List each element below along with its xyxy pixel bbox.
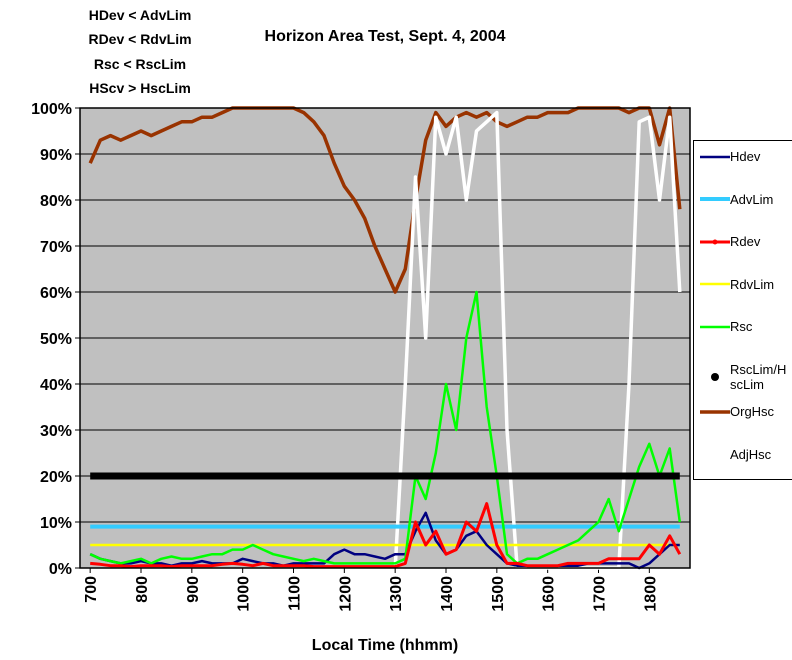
- legend-swatch: [700, 197, 730, 201]
- annotation: HScv > HscLim: [89, 80, 191, 96]
- legend-item: RscLim/HscLim: [700, 362, 790, 392]
- y-tick-label: 10%: [40, 515, 72, 532]
- legend-swatch: [711, 372, 719, 381]
- legend-label: Hdev: [730, 149, 761, 164]
- legend-item: AdjHsc: [700, 447, 790, 462]
- x-tick-label: 1500: [490, 576, 507, 612]
- y-tick-label: 60%: [40, 285, 72, 302]
- y-tick-label: 30%: [40, 423, 72, 440]
- legend-swatch: [700, 239, 730, 244]
- legend-label: RscLim/HscLim: [730, 361, 787, 392]
- legend-swatch: [700, 155, 730, 158]
- legend-item: Hdev: [700, 149, 790, 164]
- legend-label: AdjHsc: [730, 446, 772, 462]
- x-tick-label: 1000: [236, 576, 253, 612]
- legend-swatch: [700, 452, 730, 456]
- chart-title: Horizon Area Test, Sept. 4, 2004: [265, 28, 506, 45]
- y-tick-label: 20%: [40, 469, 72, 486]
- y-tick-label: 90%: [40, 147, 72, 164]
- y-tick-label: 70%: [40, 239, 72, 256]
- series-line: [89, 290, 682, 565]
- legend-label: Rdev: [730, 234, 761, 249]
- series-line: [89, 511, 680, 570]
- y-tick-label: 50%: [40, 331, 72, 348]
- legend-marker: [711, 372, 719, 381]
- legend-swatch: [700, 325, 730, 328]
- legend-swatch: [700, 282, 730, 286]
- y-tick-label: 40%: [40, 377, 72, 394]
- x-tick-label: 1200: [337, 576, 354, 612]
- annotation: RDev < RdvLim: [88, 31, 191, 47]
- x-tick-label: 1300: [388, 576, 405, 612]
- plot-border: [79, 107, 691, 569]
- legend-marker: [712, 239, 718, 244]
- legend-item: Rdev: [700, 234, 790, 249]
- legend-label: OrgHsc: [730, 404, 775, 419]
- legend-swatch: [700, 409, 730, 414]
- x-tick-label: 1800: [642, 576, 659, 612]
- annotation: HDev < AdvLim: [89, 7, 192, 23]
- legend-label: RdvLim: [730, 276, 775, 292]
- x-tick-label: 1700: [592, 576, 609, 612]
- legend-item: OrgHsc: [700, 404, 790, 419]
- x-tick-label: 1400: [439, 576, 456, 612]
- series-line: [90, 502, 682, 569]
- legend-label: Rsc: [730, 319, 753, 334]
- x-axis-title: Local Time (hhmm): [312, 637, 458, 654]
- annotation: Rsc < RscLim: [94, 56, 186, 72]
- legend-item: Rsc: [700, 319, 790, 334]
- x-tick-label: 800: [134, 576, 151, 603]
- x-tick-label: 1600: [541, 576, 558, 612]
- y-tick-label: 0%: [49, 561, 72, 578]
- x-tick-label: 700: [83, 576, 100, 603]
- x-tick-label: 900: [185, 576, 202, 603]
- legend: Hdev AdvLim Rdev RdvLim Rsc RscLim/HscLim OrgH…: [693, 140, 792, 480]
- y-tick-label: 100%: [31, 101, 72, 118]
- y-tick-label: 80%: [40, 193, 72, 210]
- legend-item: RdvLim: [700, 277, 790, 292]
- legend-label: AdvLim: [730, 191, 774, 207]
- x-tick-label: 1100: [287, 576, 304, 611]
- legend-item: AdvLim: [700, 192, 790, 207]
